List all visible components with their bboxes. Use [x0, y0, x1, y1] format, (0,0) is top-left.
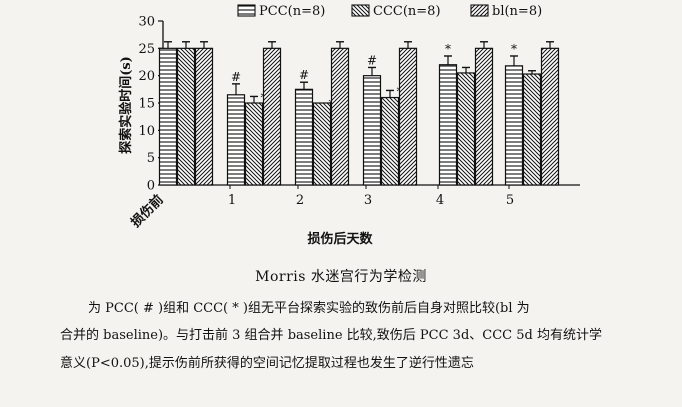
bar-backslash	[380, 96, 400, 186]
caption-line-1: 为 PCC( # )组和 CCC( * )组无平台探索实验的致伤前后自身对照比较…	[88, 301, 530, 316]
bar-horizontal	[294, 88, 314, 186]
caption-title: Morris 水迷宫行为学检测	[255, 269, 427, 285]
significance-mark: #	[367, 53, 377, 67]
bar-backslash	[522, 73, 542, 186]
y-axis-label: 探索实验时间(s)	[118, 56, 134, 154]
x-tick-label: 2	[296, 193, 304, 208]
bar-horizontal	[226, 94, 246, 186]
bar-horizontal	[362, 75, 382, 186]
y-tick-label: 5	[147, 151, 155, 166]
y-tick-label: 25	[138, 42, 155, 57]
caption-line-2: 合并的 baseline)。与打击前 3 组合并 baseline 比较,致伤后…	[60, 328, 602, 343]
x-axis-label: 损伤后天数	[307, 231, 373, 247]
legend-item: bl(n=8)	[470, 4, 542, 19]
y-tick-label: 10	[138, 124, 155, 139]
legend-item: CCC(n=8)	[351, 4, 441, 19]
legend-label: PCC(n=8)	[259, 4, 325, 19]
bar-horizontal	[438, 64, 458, 186]
legend-swatch	[237, 4, 256, 17]
bar-backslash	[456, 72, 476, 186]
significance-mark: *	[511, 42, 517, 56]
y-tick-label: 30	[138, 15, 155, 30]
bar-horizontal	[158, 47, 178, 186]
legend-item: PCC(n=8)	[237, 4, 325, 19]
legend-label: bl(n=8)	[492, 4, 542, 19]
significance-mark: *	[445, 42, 451, 56]
significance-mark: #	[231, 70, 241, 84]
bar-slash	[540, 47, 560, 186]
bars: ###*****	[158, 41, 560, 186]
bar-slash	[398, 47, 418, 186]
bar-backslash	[176, 47, 196, 186]
legend-swatch	[351, 4, 370, 17]
bar-slash	[330, 47, 350, 186]
significance-mark: #	[299, 68, 309, 82]
bar-backslash	[312, 102, 332, 186]
x-tick-label: 损伤前	[128, 192, 167, 231]
bar-slash	[474, 47, 494, 186]
legend: PCC(n=8) CCC(n=8) bl(n=8)	[237, 4, 542, 19]
legend-label: CCC(n=8)	[373, 4, 441, 19]
x-tick-label: 3	[364, 193, 372, 208]
bar-horizontal	[504, 65, 524, 186]
y-tick-label: 20	[138, 69, 155, 84]
bar-slash	[262, 47, 282, 186]
x-tick-label: 5	[506, 193, 514, 208]
bar-backslash	[244, 102, 264, 186]
caption-line-3: 意义(P<0.05),提示伤前所获得的空间记忆提取过程也发生了逆行性遗忘	[60, 356, 474, 371]
x-tick-label: 4	[436, 193, 444, 208]
y-tick-label: 15	[138, 97, 155, 112]
x-tick-label: 1	[228, 193, 236, 208]
legend-swatch	[470, 4, 489, 17]
y-tick-label: 0	[147, 179, 155, 194]
bar-slash	[194, 47, 214, 186]
